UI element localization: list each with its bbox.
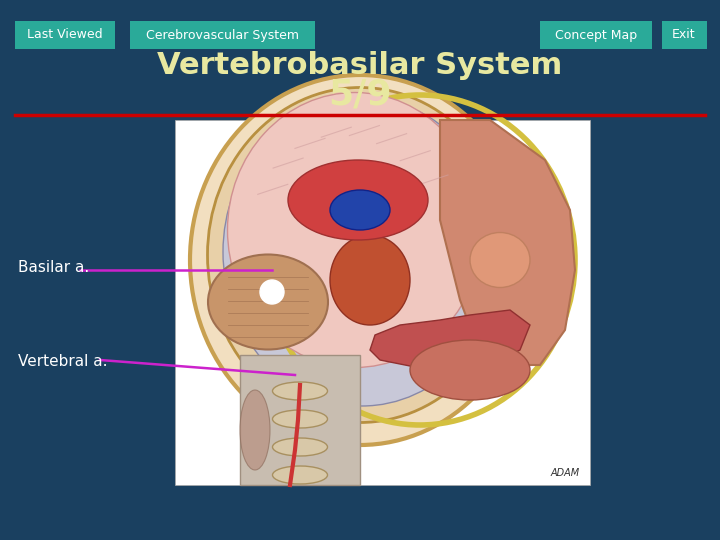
Ellipse shape <box>272 410 328 428</box>
Ellipse shape <box>272 438 328 456</box>
Ellipse shape <box>410 340 530 400</box>
Bar <box>540 21 652 49</box>
Bar <box>175 120 590 485</box>
Circle shape <box>260 280 284 304</box>
Text: Exit: Exit <box>672 29 696 42</box>
Ellipse shape <box>288 160 428 240</box>
Ellipse shape <box>207 87 513 422</box>
Ellipse shape <box>208 254 328 349</box>
Text: ADAM: ADAM <box>550 468 580 478</box>
Polygon shape <box>370 310 530 370</box>
Ellipse shape <box>223 98 501 406</box>
Ellipse shape <box>272 466 328 484</box>
Text: Vertebral a.: Vertebral a. <box>18 354 107 369</box>
Bar <box>662 21 707 49</box>
Ellipse shape <box>272 382 328 400</box>
Ellipse shape <box>228 92 482 368</box>
Text: 5/9: 5/9 <box>328 78 392 112</box>
Ellipse shape <box>240 390 270 470</box>
Text: Cerebrovascular System: Cerebrovascular System <box>145 29 299 42</box>
Text: Vertebrobasilar System: Vertebrobasilar System <box>158 51 562 79</box>
Text: Concept Map: Concept Map <box>555 29 637 42</box>
Polygon shape <box>440 120 575 365</box>
Text: Basilar a.: Basilar a. <box>18 260 89 275</box>
Bar <box>15 21 115 49</box>
Ellipse shape <box>470 233 530 287</box>
Bar <box>240 355 360 485</box>
Ellipse shape <box>330 235 410 325</box>
Bar <box>130 21 315 49</box>
Text: Last Viewed: Last Viewed <box>27 29 103 42</box>
Ellipse shape <box>330 190 390 230</box>
Ellipse shape <box>190 75 530 445</box>
